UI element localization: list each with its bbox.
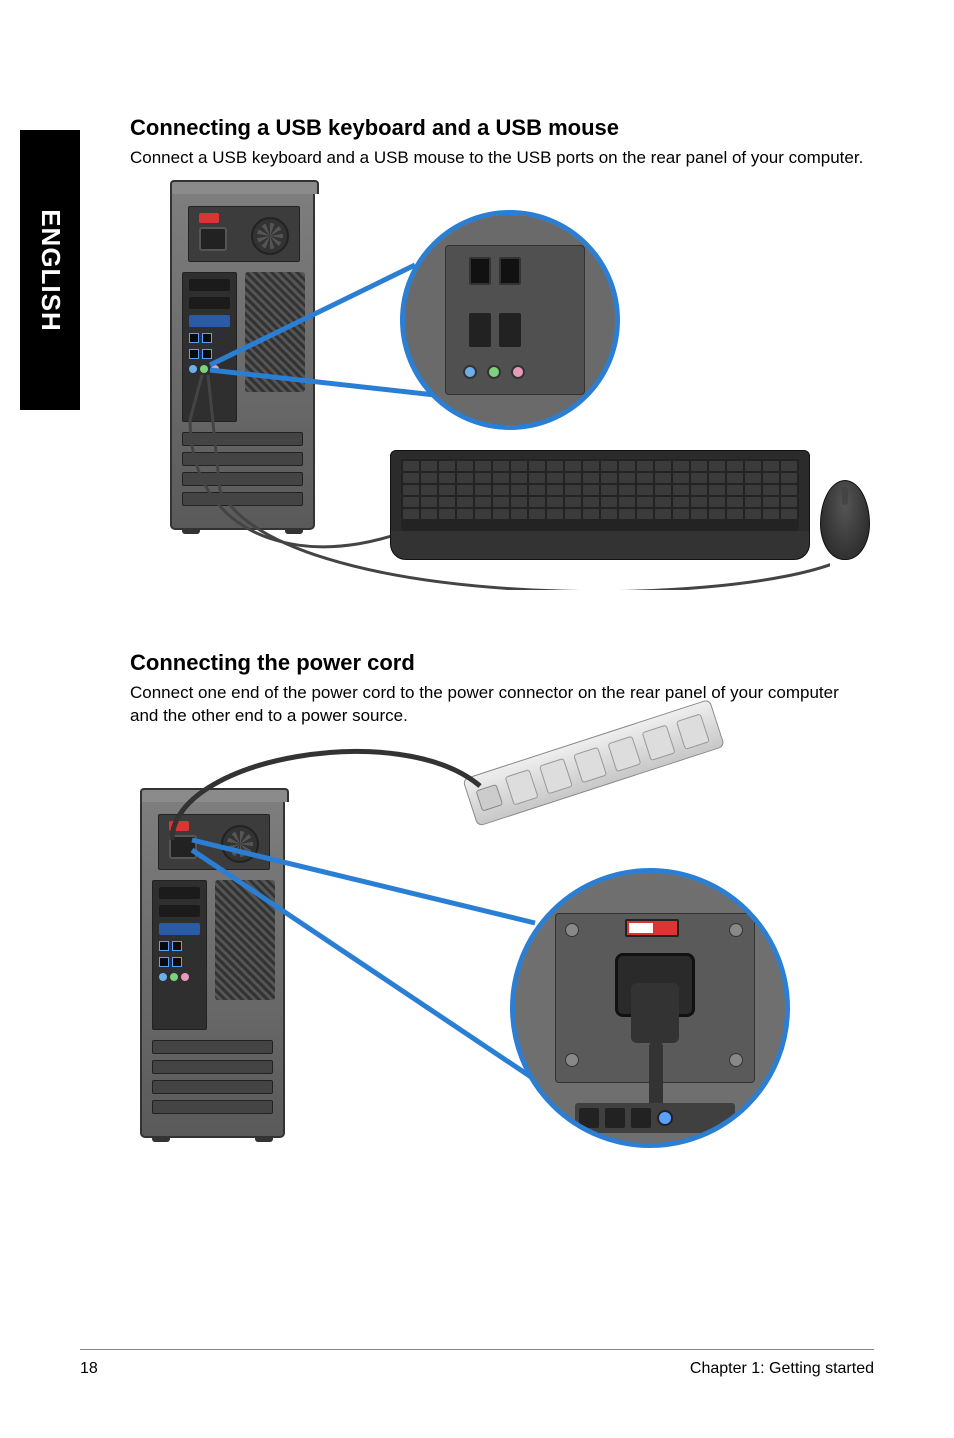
desktop-tower-rear-icon <box>170 190 315 530</box>
section2-body: Connect one end of the power cord to the… <box>130 682 870 728</box>
section2-heading: Connecting the power cord <box>130 650 870 676</box>
page-content: Connecting a USB keyboard and a USB mous… <box>130 115 870 1248</box>
power-strip-icon <box>430 748 750 868</box>
illustration-power-cord <box>130 748 830 1188</box>
usb-keyboard-icon <box>390 450 810 560</box>
illustration-usb-keyboard-mouse <box>130 190 830 590</box>
usb-mouse-icon <box>820 480 870 560</box>
section1-heading: Connecting a USB keyboard and a USB mous… <box>130 115 870 141</box>
page-footer: 18 Chapter 1: Getting started <box>80 1349 874 1378</box>
desktop-tower-rear-icon <box>140 798 285 1138</box>
section1-body: Connect a USB keyboard and a USB mouse t… <box>130 147 870 170</box>
language-sidebar-tab: ENGLISH <box>20 130 80 410</box>
power-socket-zoom-callout-icon <box>510 868 790 1148</box>
usb-port-zoom-callout-icon <box>400 210 620 430</box>
language-label: ENGLISH <box>35 209 66 332</box>
chapter-label: Chapter 1: Getting started <box>690 1360 874 1378</box>
page-number: 18 <box>80 1360 98 1378</box>
